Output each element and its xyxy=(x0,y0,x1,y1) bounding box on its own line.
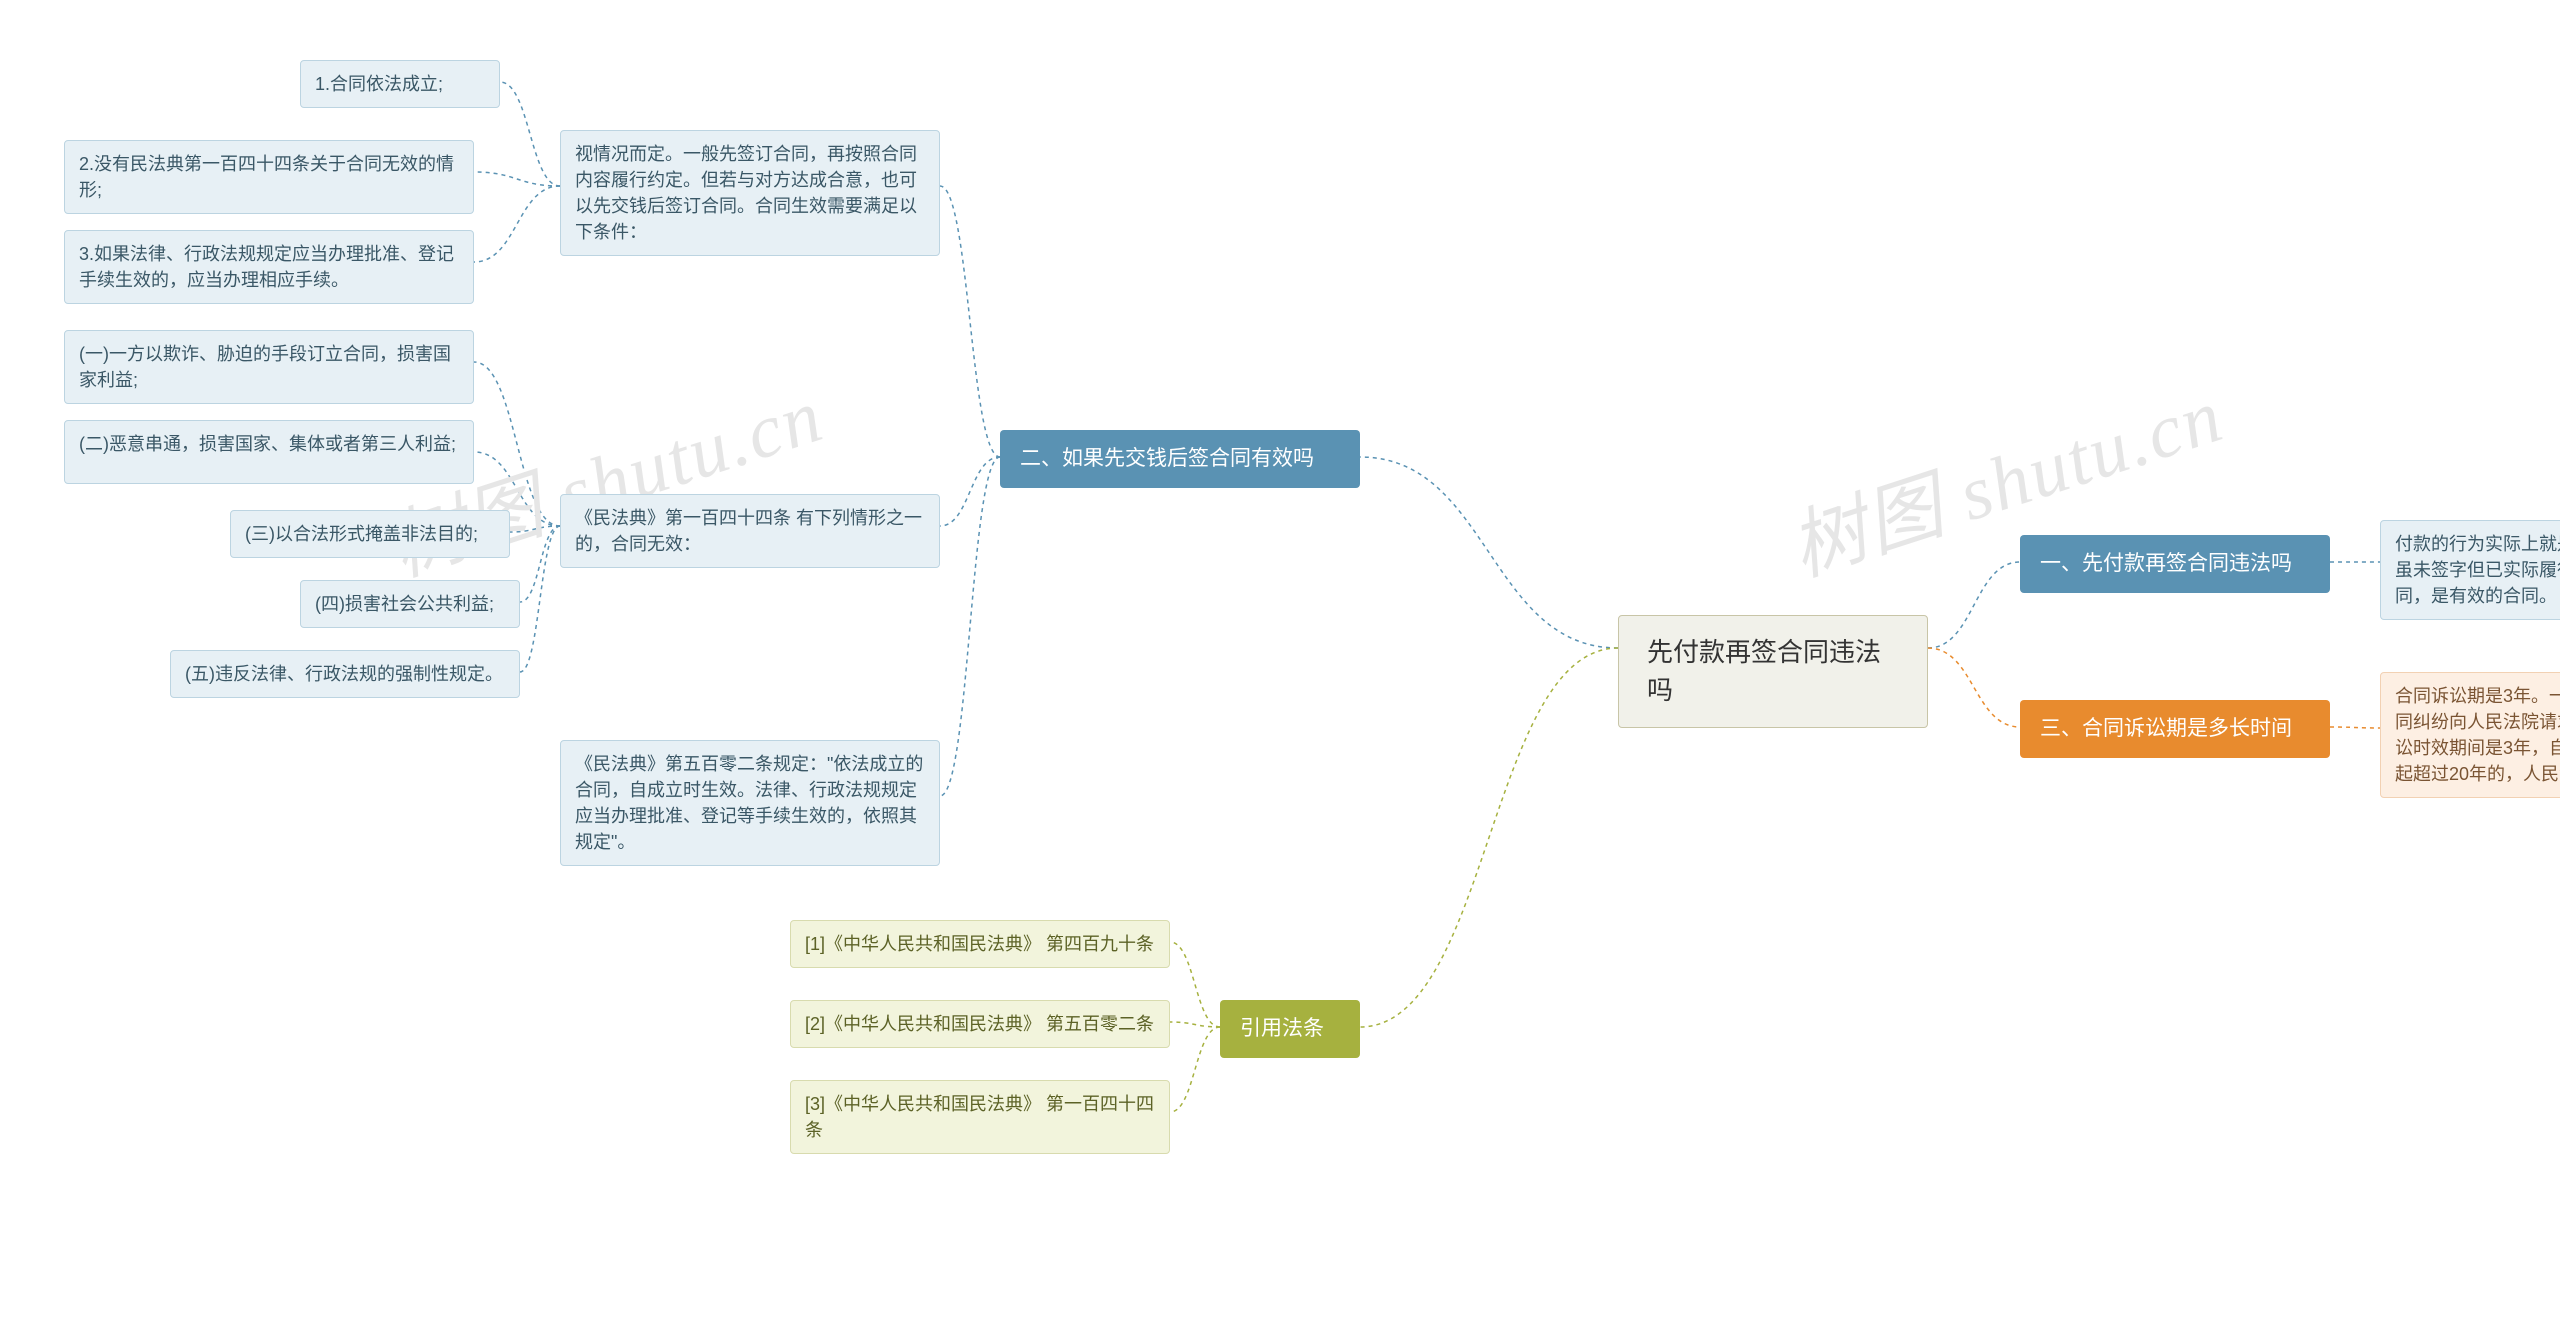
edge-b2_1-b2_1_a xyxy=(500,82,560,186)
edge-b4-b4_c xyxy=(1170,1027,1220,1112)
edge-b2-b2_1 xyxy=(940,186,1000,457)
node-b4_a[interactable]: [1]《中华人民共和国民法典》 第四百九十条 xyxy=(790,920,1170,968)
edge-b4-b4_a xyxy=(1170,942,1220,1027)
edge-b4-b4_b xyxy=(1170,1022,1220,1027)
node-b2_2_a[interactable]: (一)一方以欺诈、胁迫的手段订立合同，损害国家利益; xyxy=(64,330,474,404)
edge-root-b2 xyxy=(1360,457,1618,648)
edge-b2_1-b2_1_c xyxy=(474,186,560,262)
edge-b2_1-b2_1_b xyxy=(474,172,560,186)
node-b2_3[interactable]: 《民法典》第五百零二条规定："依法成立的合同，自成立时生效。法律、行政法规规定应… xyxy=(560,740,940,866)
node-b4[interactable]: 引用法条 xyxy=(1220,1000,1360,1058)
edge-b3-b3_a xyxy=(2330,727,2380,728)
node-b2_2[interactable]: 《民法典》第一百四十四条 有下列情形之一的，合同无效： xyxy=(560,494,940,568)
edge-root-b3 xyxy=(1928,648,2020,727)
node-root[interactable]: 先付款再签合同违法吗 xyxy=(1618,615,1928,728)
node-b2_2_d[interactable]: (四)损害社会公共利益; xyxy=(300,580,520,628)
node-b3[interactable]: 三、合同诉讼期是多长时间 xyxy=(2020,700,2330,758)
node-b1[interactable]: 一、先付款再签合同违法吗 xyxy=(2020,535,2330,593)
node-b3_a[interactable]: 合同诉讼期是3年。一般情况下，发生合同纠纷向人民法院请求保护民事权利的诉讼时效期… xyxy=(2380,672,2560,798)
edge-b2_2-b2_2_e xyxy=(520,526,560,672)
node-b2_1_c[interactable]: 3.如果法律、行政法规规定应当办理批准、登记手续生效的，应当办理相应手续。 xyxy=(64,230,474,304)
node-b2[interactable]: 二、如果先交钱后签合同有效吗 xyxy=(1000,430,1360,488)
node-b2_2_e[interactable]: (五)违反法律、行政法规的强制性规定。 xyxy=(170,650,520,698)
edge-b2-b2_2 xyxy=(940,457,1000,526)
mindmap-canvas: 树图 shutu.cn树图 shutu.cn先付款再签合同违法吗一、先付款再签合… xyxy=(0,0,2560,1318)
edge-b2-b2_3 xyxy=(940,457,1000,796)
node-b2_2_c[interactable]: (三)以合法形式掩盖非法目的; xyxy=(230,510,510,558)
node-b2_1[interactable]: 视情况而定。一般先签订合同，再按照合同内容履行约定。但若与对方达成合意，也可以先… xyxy=(560,130,940,256)
edge-b2_2-b2_2_a xyxy=(474,362,560,526)
edge-root-b1 xyxy=(1928,562,2020,648)
node-b2_1_b[interactable]: 2.没有民法典第一百四十四条关于合同无效的情形; xyxy=(64,140,474,214)
edge-b2_2-b2_2_d xyxy=(520,526,560,602)
edge-b2_2-b2_2_c xyxy=(510,526,560,532)
node-b4_b[interactable]: [2]《中华人民共和国民法典》 第五百零二条 xyxy=(790,1000,1170,1048)
node-b2_2_b[interactable]: (二)恶意串通，损害国家、集体或者第三人利益; xyxy=(64,420,474,484)
edge-root-b4 xyxy=(1360,648,1618,1027)
node-b4_c[interactable]: [3]《中华人民共和国民法典》 第一百四十四条 xyxy=(790,1080,1170,1154)
node-b2_1_a[interactable]: 1.合同依法成立; xyxy=(300,60,500,108)
node-b1_a[interactable]: 付款的行为实际上就是履行合同的行为。虽未签字但已实际履行且被对方接受的合同，是有… xyxy=(2380,520,2560,620)
